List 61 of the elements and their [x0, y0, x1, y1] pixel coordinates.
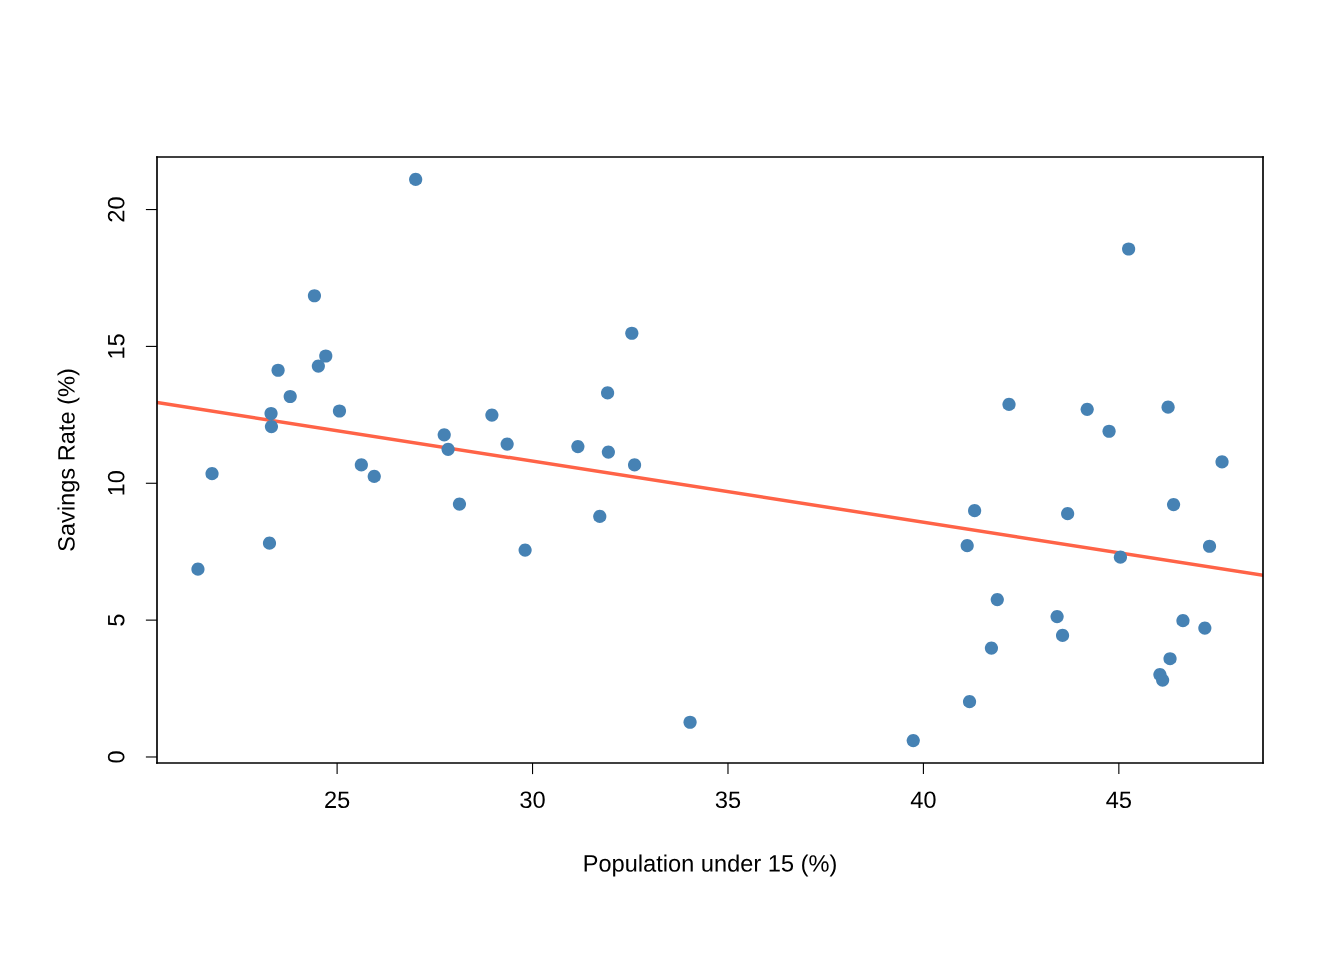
- x-tick-label: 25: [325, 791, 350, 809]
- point: [409, 172, 423, 187]
- point: [962, 695, 977, 709]
- point: [625, 326, 639, 340]
- point: [593, 509, 607, 523]
- point: [271, 363, 285, 377]
- point: [205, 467, 219, 481]
- point: [1102, 424, 1116, 438]
- point: [441, 442, 455, 456]
- point: [437, 428, 451, 442]
- point: [332, 404, 347, 418]
- point: [1055, 628, 1070, 643]
- point: [1122, 242, 1136, 256]
- point: [683, 715, 697, 729]
- y-axis-title: Savings Rate (%): [57, 369, 80, 551]
- point: [1176, 614, 1190, 628]
- y-tick-label: 20: [107, 197, 125, 222]
- y-tick-label: 10: [107, 471, 125, 495]
- point: [1166, 498, 1181, 512]
- point: [601, 386, 615, 400]
- point: [319, 349, 333, 363]
- point: [1002, 397, 1016, 412]
- point: [960, 539, 974, 553]
- point: [1198, 621, 1212, 635]
- point: [990, 593, 1004, 607]
- point: [1202, 539, 1217, 553]
- point: [452, 497, 467, 511]
- point: [1050, 609, 1064, 624]
- point: [367, 469, 381, 484]
- point: [283, 389, 297, 404]
- point: [264, 420, 279, 434]
- x-tick-label: 30: [520, 791, 545, 809]
- point: [1163, 652, 1177, 666]
- point: [191, 562, 205, 576]
- point: [354, 458, 368, 472]
- y-tick-label: 15: [108, 334, 125, 358]
- x-axis-title: Population under 15 (%): [584, 854, 836, 877]
- point: [500, 437, 514, 451]
- point: [984, 641, 999, 655]
- point: [1061, 507, 1075, 521]
- point: [906, 733, 920, 748]
- point: [571, 440, 585, 454]
- point: [601, 445, 615, 459]
- point: [968, 504, 982, 518]
- x-tick-label: 45: [1106, 791, 1131, 809]
- point: [1080, 402, 1094, 416]
- point: [518, 543, 532, 557]
- y-tick-label: 0: [107, 751, 125, 763]
- point: [1156, 673, 1170, 687]
- point: [262, 536, 277, 550]
- y-tick-label: 5: [108, 614, 125, 626]
- point: [311, 359, 325, 373]
- point: [1113, 550, 1127, 564]
- point: [627, 458, 642, 472]
- point: [1215, 455, 1229, 469]
- point: [485, 408, 499, 422]
- point: [264, 406, 278, 421]
- point: [307, 289, 322, 303]
- x-tick-label: 40: [910, 791, 936, 809]
- point: [1161, 400, 1175, 414]
- x-tick-label: 35: [715, 791, 741, 809]
